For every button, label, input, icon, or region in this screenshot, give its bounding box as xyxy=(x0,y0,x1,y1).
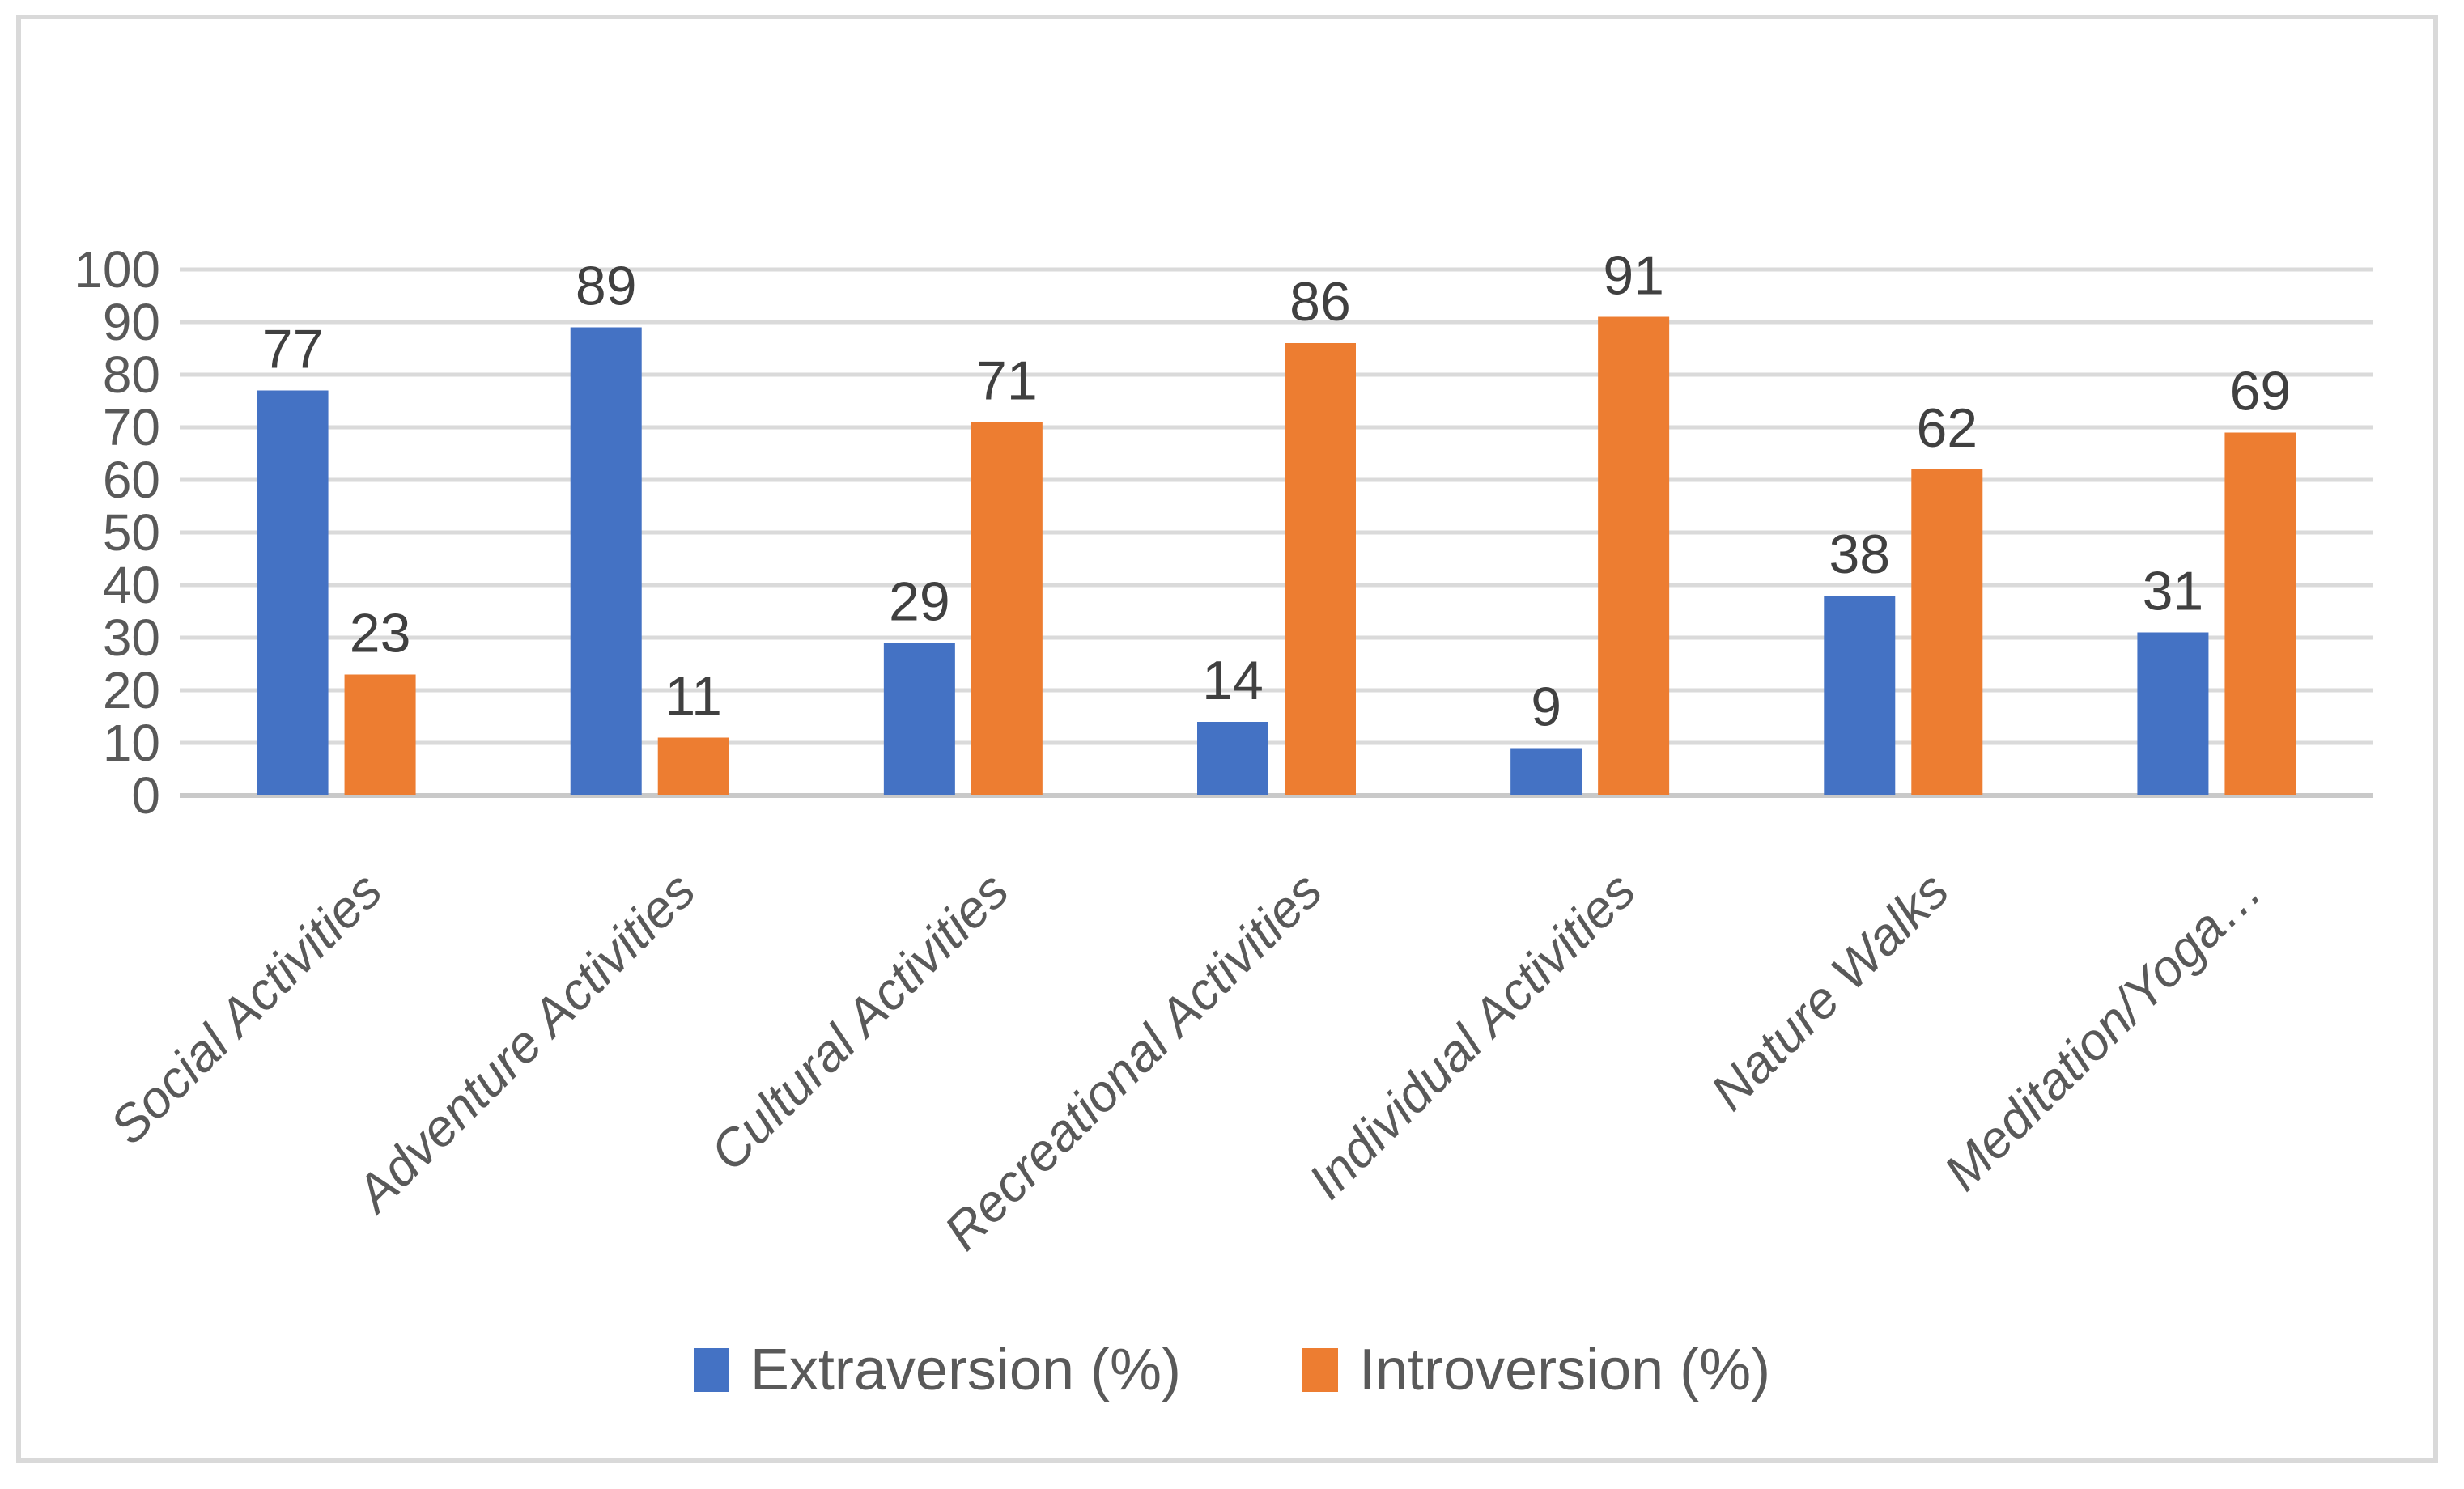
data-label-introversion-recreational-activities: 86 xyxy=(1289,271,1351,333)
ytick-70: 70 xyxy=(103,398,160,456)
ytick-40: 40 xyxy=(103,556,160,614)
bar-extraversion-recreational-activities xyxy=(1197,722,1268,795)
bar-introversion-social-activities xyxy=(344,674,416,795)
data-label-introversion-nature-walks: 62 xyxy=(1916,397,1978,459)
data-label-introversion-adventure-activities: 11 xyxy=(665,666,722,728)
legend-swatch-introversion xyxy=(1302,1348,1338,1392)
data-label-introversion-individual-activities: 91 xyxy=(1603,245,1664,307)
legend-swatch-extraversion xyxy=(693,1348,729,1392)
bar-extraversion-individual-activities xyxy=(1510,748,1582,795)
data-label-extraversion-social-activities: 77 xyxy=(262,319,324,380)
data-label-extraversion-adventure-activities: 89 xyxy=(576,256,637,317)
bar-extraversion-nature-walks xyxy=(1824,596,1896,795)
category-label-meditation-yoga: Meditation/Yoga… xyxy=(1933,861,2274,1202)
data-label-extraversion-individual-activities: 9 xyxy=(1531,677,1561,738)
bar-introversion-recreational-activities xyxy=(1285,343,1356,795)
bar-introversion-individual-activities xyxy=(1598,316,1670,795)
bar-introversion-cultural-activities xyxy=(971,422,1043,795)
bar-extraversion-social-activities xyxy=(257,390,329,795)
chart-legend: Extraversion (%) Introversion (%) xyxy=(0,1337,2464,1403)
bar-extraversion-cultural-activities xyxy=(883,643,955,795)
data-label-extraversion-meditation-yoga: 31 xyxy=(2143,561,2204,622)
category-label-cultural-activities: Cultural Activities xyxy=(699,861,1019,1181)
bar-extraversion-meditation-yoga xyxy=(2137,632,2209,795)
ytick-0: 0 xyxy=(131,766,160,825)
ytick-100: 100 xyxy=(74,240,160,299)
data-label-extraversion-nature-walks: 38 xyxy=(1829,524,1890,585)
data-label-introversion-meditation-yoga: 69 xyxy=(2230,361,2292,422)
ytick-10: 10 xyxy=(103,714,160,772)
ytick-90: 90 xyxy=(103,293,160,351)
legend-entry-introversion: Introversion (%) xyxy=(1302,1337,1770,1403)
data-label-extraversion-cultural-activities: 29 xyxy=(889,571,950,633)
legend-label-introversion: Introversion (%) xyxy=(1358,1338,1771,1402)
bar-introversion-meditation-yoga xyxy=(2224,432,2296,795)
ytick-80: 80 xyxy=(103,346,160,404)
category-label-nature-walks: Nature Walks xyxy=(1699,861,1960,1122)
category-label-adventure-activities: Adventure Activities xyxy=(342,861,706,1224)
ytick-50: 50 xyxy=(103,503,160,562)
bar-introversion-adventure-activities xyxy=(657,737,729,795)
legend-label-extraversion: Extraversion (%) xyxy=(750,1338,1181,1402)
data-label-introversion-social-activities: 23 xyxy=(350,603,411,664)
category-label-social-activities: Social Activities xyxy=(99,861,393,1156)
bar-introversion-nature-walks xyxy=(1911,469,1983,795)
data-label-introversion-cultural-activities: 71 xyxy=(976,350,1038,412)
category-label-individual-activities: Individual Activities xyxy=(1297,861,1646,1211)
legend-entry-extraversion: Extraversion (%) xyxy=(693,1337,1181,1403)
ytick-60: 60 xyxy=(103,451,160,509)
ytick-30: 30 xyxy=(103,609,160,667)
data-label-extraversion-recreational-activities: 14 xyxy=(1202,650,1264,711)
bar-extraversion-adventure-activities xyxy=(570,327,642,795)
ytick-20: 20 xyxy=(103,661,160,719)
